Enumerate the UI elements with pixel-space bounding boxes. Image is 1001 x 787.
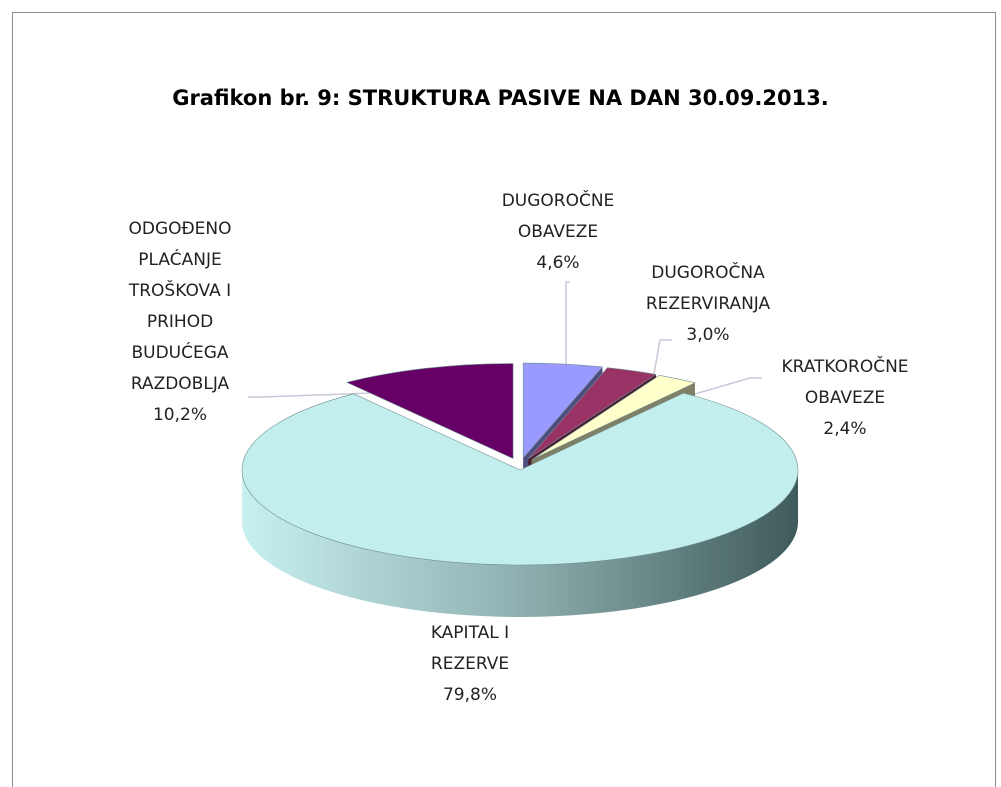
category-label: KAPITAL I REZERVE: [430, 623, 510, 674]
category-label: KRATKOROČNE OBAVEZE: [781, 357, 909, 408]
pie-slice-side: [242, 470, 798, 617]
slice-label: DUGOROČNE OBAVEZE 4,6%: [483, 186, 633, 279]
value-label: 79,8%: [442, 685, 497, 705]
value-label: 2,4%: [823, 419, 867, 439]
slice-label: KRATKOROČNE OBAVEZE 2,4%: [760, 352, 930, 445]
leader-line: [651, 339, 672, 386]
chart-frame: [12, 12, 996, 787]
value-label: 3,0%: [686, 325, 730, 345]
value-label: 4,6%: [536, 253, 580, 273]
slice-label: ODGOĐENO PLAĆANJE TROŠKOVA I PRIHOD BUDU…: [112, 214, 248, 431]
leader-line: [248, 392, 373, 398]
value-label: 10,2%: [152, 405, 207, 425]
pie-slice: [531, 375, 696, 460]
slice-label: DUGOROČNA REZERVIRANJA 3,0%: [628, 258, 788, 351]
leader-line: [687, 377, 762, 397]
category-label: DUGOROČNE OBAVEZE: [501, 191, 615, 242]
pie-slice: [522, 362, 604, 459]
category-label: DUGOROČNA REZERVIRANJA: [645, 263, 771, 314]
chart-title: Grafikon br. 9: STRUKTURA PASIVE NA DAN …: [172, 86, 829, 110]
category-label: ODGOĐENO PLAĆANJE TROŠKOVA I PRIHOD BUDU…: [128, 219, 232, 394]
leader-lines: [248, 281, 762, 398]
leader-line: [565, 281, 570, 385]
pie-slice: [528, 367, 657, 460]
pie-slice: [241, 392, 799, 566]
pie-slice: [345, 363, 514, 459]
slice-label: KAPITAL I REZERVE 79,8%: [410, 618, 530, 711]
